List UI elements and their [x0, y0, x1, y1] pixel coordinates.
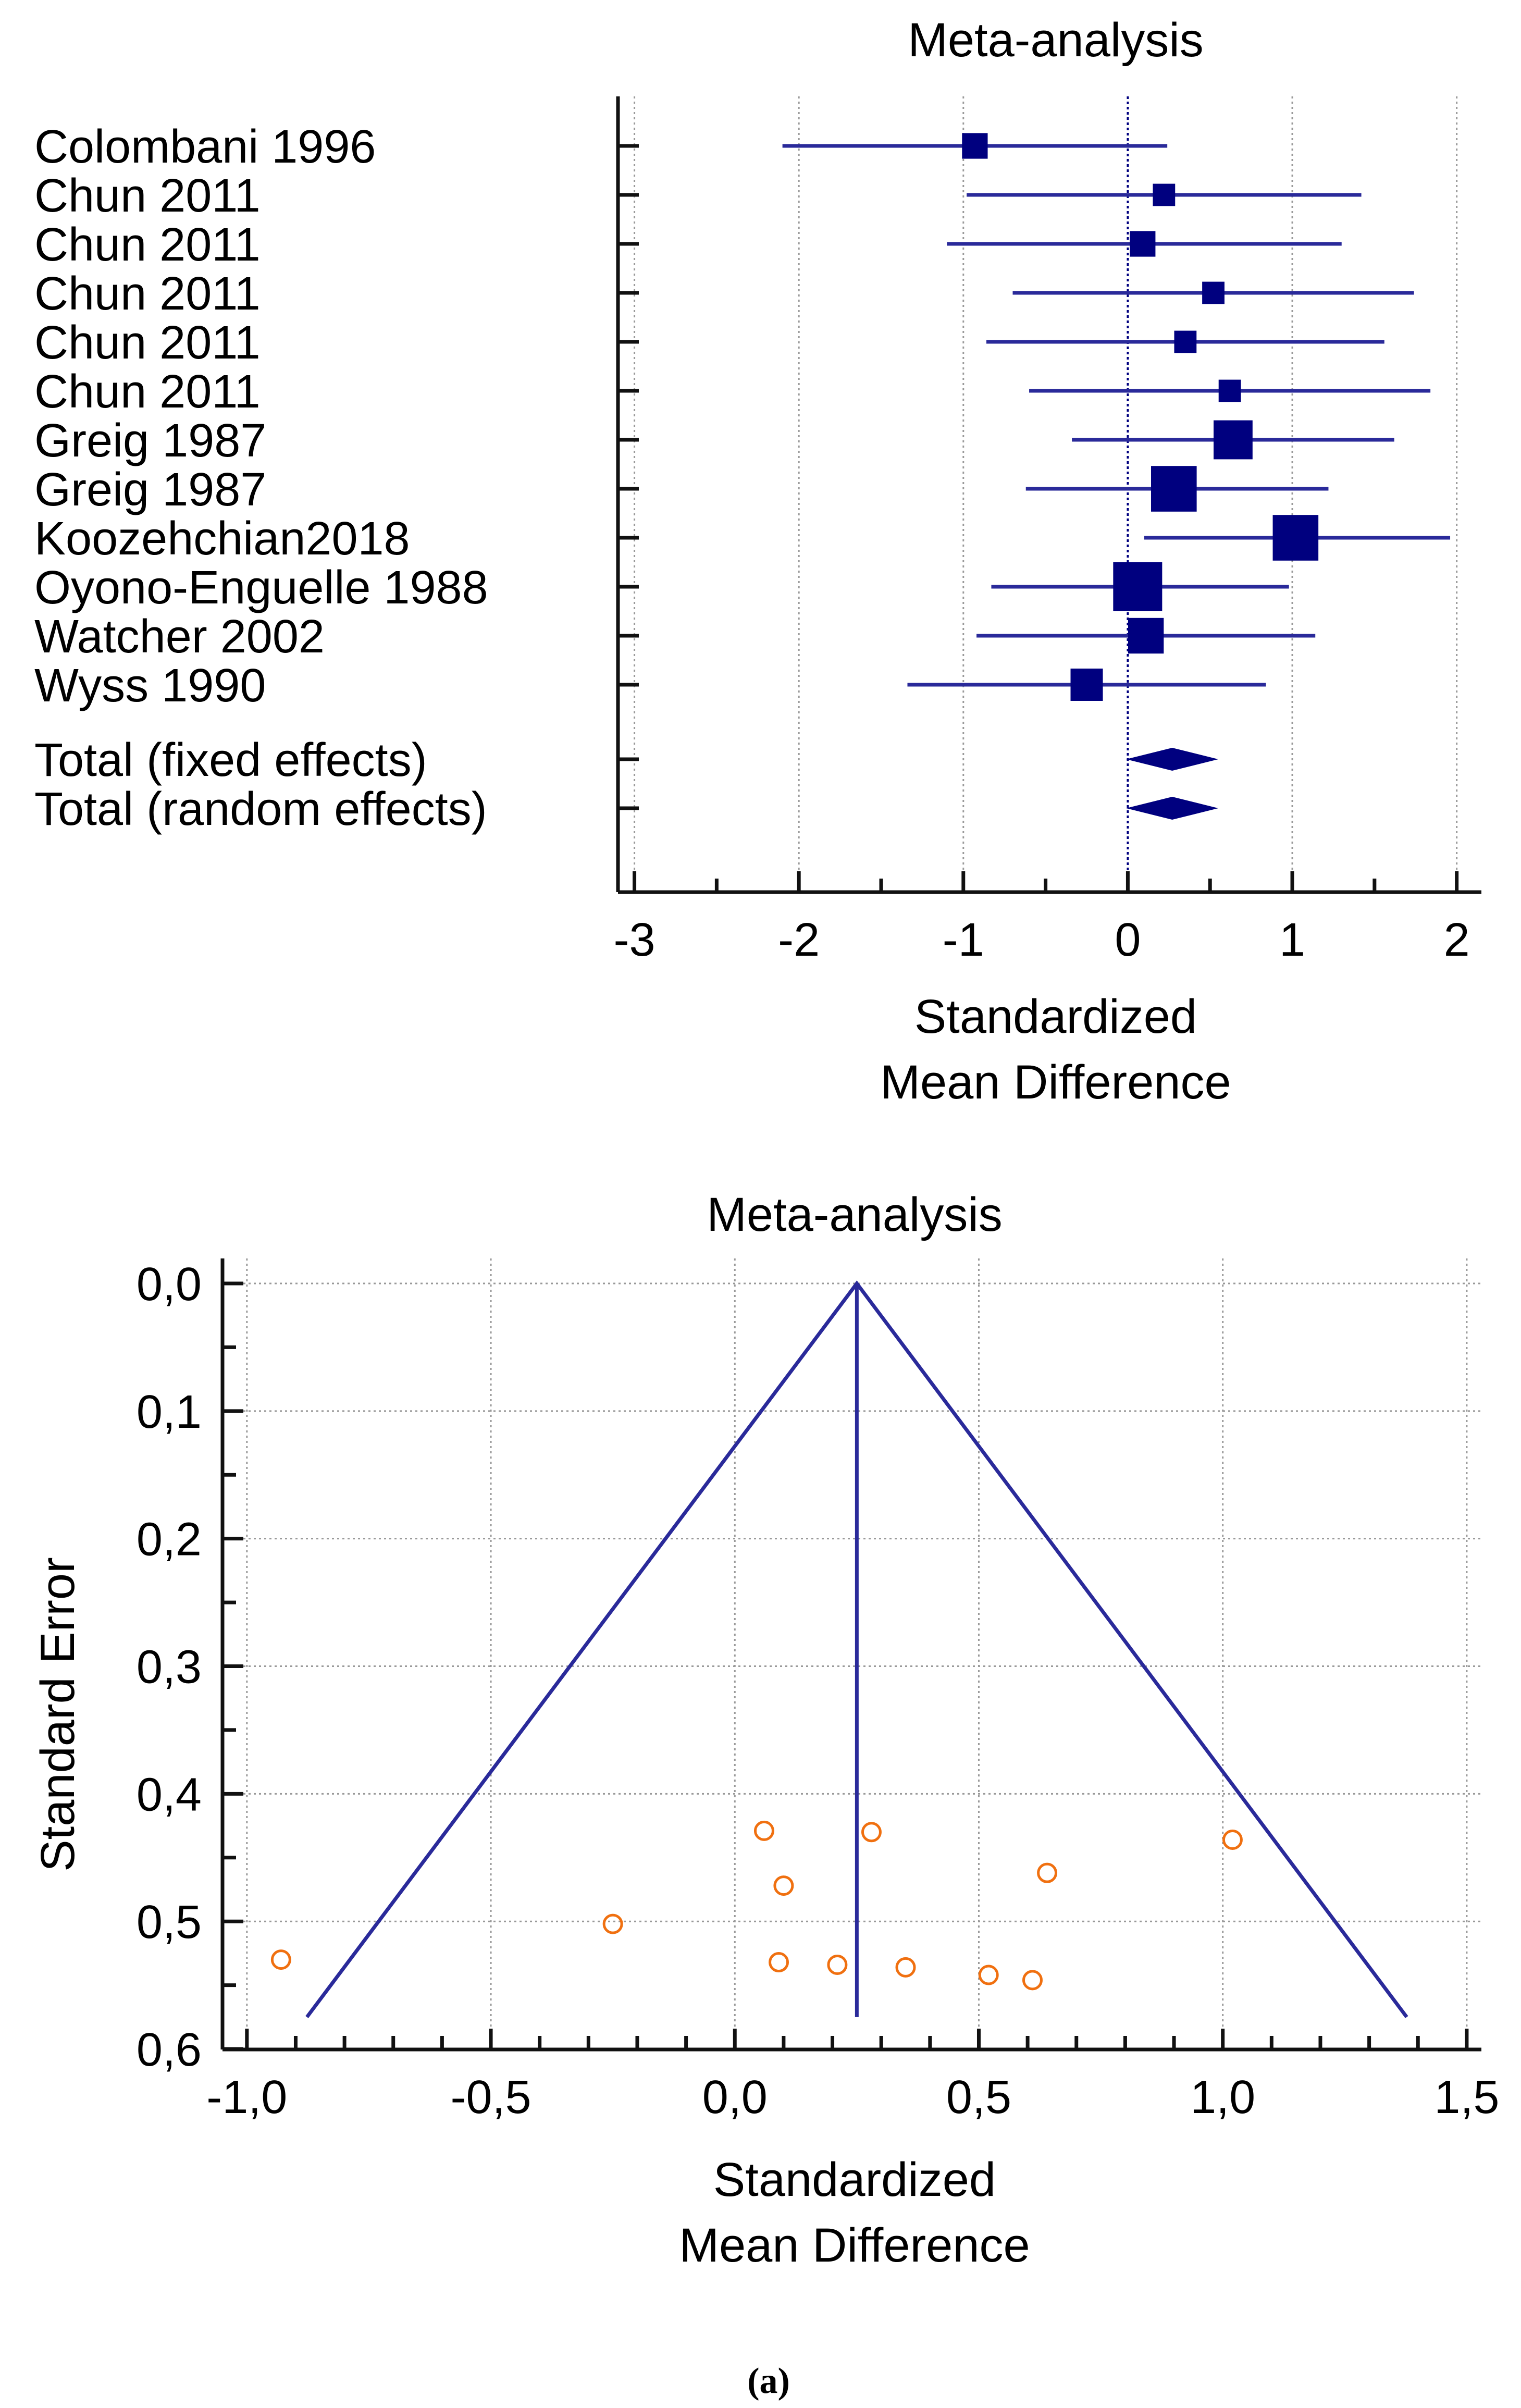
forest-study-marker-5 [1218, 379, 1241, 402]
funnel-x-tick-label-1: -0,5 [450, 2071, 531, 2123]
funnel-study-point-11 [1222, 1829, 1243, 1850]
funnel-x-tick-labels: -1,0 -0,5 0,0 0,5 1,0 1,5 [206, 2071, 1499, 2123]
forest-study-label-1: Chun 2011 [34, 170, 261, 222]
forest-x-tick-label-5: 2 [1444, 914, 1470, 966]
funnel-study-point-8 [978, 1965, 999, 1985]
funnel-y-tick-label-5: 0,5 [137, 1896, 202, 1948]
forest-x-tick-label-3: 0 [1115, 914, 1141, 966]
forest-study-label-9: Oyono-Enguelle 1988 [34, 562, 488, 614]
forest-x-tick-labels: -3 -2 -1 0 1 2 [614, 914, 1470, 966]
funnel-study-point-1 [602, 1913, 623, 1934]
funnel-y-tick-label-6: 0,6 [137, 2024, 202, 2076]
funnel-plot: Meta-analysis 0,0 0,1 0,2 0,3 0,4 0,5 0,6 -1,0… [31, 1188, 1499, 2272]
funnel-study-point-9 [1022, 1970, 1043, 1991]
forest-study-label-2: Chun 2011 [34, 219, 261, 271]
forest-study-marker-4 [1174, 330, 1197, 353]
funnel-y-tick-label-0: 0,0 [137, 1258, 202, 1311]
forest-x-tick-label-2: -1 [943, 914, 984, 966]
funnel-study-point-5 [827, 1954, 848, 1975]
forest-study-label-8: Koozehchian2018 [34, 513, 410, 565]
funnel-study-point-3 [773, 1875, 794, 1896]
forest-study-label-6: Greig 1987 [34, 415, 266, 467]
forest-study-label-7: Greig 1987 [34, 464, 266, 516]
forest-study-marker-9 [1113, 562, 1163, 611]
funnel-y-tick-labels: 0,0 0,1 0,2 0,3 0,4 0,5 0,6 [137, 1258, 202, 2076]
figure-caption: (a) [747, 2361, 790, 2401]
funnel-x-tick-label-4: 1,0 [1190, 2071, 1255, 2123]
funnel-study-point-2 [753, 1820, 774, 1841]
forest-study-label-5: Chun 2011 [34, 366, 261, 418]
funnel-x-tick-label-2: 0,0 [702, 2071, 768, 2123]
forest-study-marker-7 [1151, 466, 1197, 512]
funnel-x-tick-label-3: 0,5 [946, 2071, 1011, 2123]
forest-study-marks [782, 133, 1451, 820]
forest-study-marker-2 [1130, 231, 1156, 257]
funnel-x-tick-label-5: 1,5 [1434, 2071, 1499, 2123]
forest-total-label-0: Total (fixed effects) [34, 734, 427, 786]
funnel-y-tick-label-4: 0,4 [137, 1769, 202, 1821]
funnel-title: Meta-analysis [707, 1188, 1003, 1241]
forest-study-marker-10 [1128, 618, 1164, 654]
funnel-y-tick-label-3: 0,3 [137, 1641, 202, 1694]
funnel-y-tick-label-1: 0,1 [137, 1386, 202, 1438]
forest-title: Meta-analysis [908, 14, 1204, 67]
funnel-axes [220, 1258, 1481, 2052]
forest-study-marker-3 [1202, 281, 1225, 304]
forest-study-marker-11 [1070, 669, 1103, 701]
funnel-study-point-4 [769, 1952, 789, 1973]
funnel-x-axis-label-line2: Mean Difference [679, 2219, 1030, 2272]
forest-study-marker-1 [1153, 183, 1176, 206]
forest-x-axis-label-line1: Standardized [914, 990, 1197, 1043]
forest-study-label-0: Colombani 1996 [34, 121, 376, 173]
forest-total-diamond-1 [1126, 797, 1219, 820]
forest-x-axis-label-line2: Mean Difference [880, 1056, 1231, 1109]
forest-total-label-1: Total (random effects) [34, 783, 487, 835]
forest-x-tick-label-4: 1 [1279, 914, 1305, 966]
forest-x-tick-label-0: -3 [614, 914, 656, 966]
funnel-study-point-7 [895, 1957, 916, 1978]
funnel-lines [305, 1280, 1408, 2018]
funnel-x-axis-label-line1: Standardized [713, 2153, 996, 2206]
funnel-study-point-0 [270, 1949, 291, 1970]
funnel-study-points [270, 1820, 1243, 1991]
forest-study-marker-8 [1272, 515, 1319, 561]
forest-x-tick-label-1: -2 [778, 914, 820, 966]
funnel-y-tick-label-2: 0,2 [137, 1514, 202, 1566]
forest-study-marker-6 [1214, 420, 1253, 460]
funnel-study-point-10 [1037, 1862, 1058, 1883]
funnel-study-point-6 [861, 1822, 882, 1843]
forest-study-label-3: Chun 2011 [34, 268, 261, 320]
funnel-y-axis-label: Standard Error [31, 1557, 84, 1871]
forest-study-label-10: Watcher 2002 [34, 611, 325, 663]
forest-total-diamond-0 [1126, 748, 1219, 771]
forest-axes [616, 96, 1481, 894]
forest-study-marker-0 [962, 133, 988, 159]
forest-study-label-11: Wyss 1990 [34, 660, 266, 712]
forest-study-label-4: Chun 2011 [34, 317, 261, 369]
funnel-x-tick-label-0: -1,0 [206, 2071, 287, 2123]
